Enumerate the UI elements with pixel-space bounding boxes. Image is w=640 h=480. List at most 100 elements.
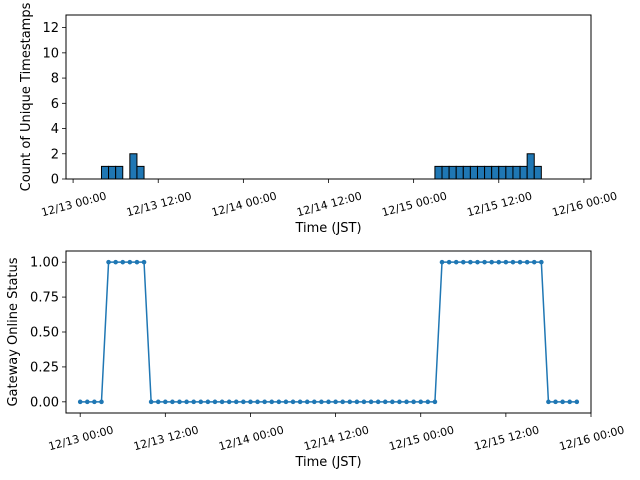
- status-point: [354, 399, 360, 405]
- status-point: [517, 259, 523, 265]
- y-tick-label: 0.75: [30, 291, 59, 306]
- x-tick-label: 12/16 00:00: [551, 189, 619, 219]
- x-tick-label: 12/15 00:00: [388, 423, 456, 453]
- status-point: [524, 259, 530, 265]
- status-point: [134, 259, 140, 265]
- status-point: [567, 399, 573, 405]
- y-tick-label: 10: [42, 46, 59, 61]
- status-point: [219, 399, 225, 405]
- x-tick-label: 12/16 00:00: [558, 423, 626, 453]
- status-point: [120, 259, 126, 265]
- status-point: [241, 399, 246, 405]
- y-tick-label: 6: [51, 97, 59, 112]
- status-point: [212, 399, 218, 405]
- y-tick-label: 8: [51, 72, 59, 87]
- status-point: [475, 259, 480, 265]
- status-point: [233, 399, 239, 405]
- status-point: [539, 259, 544, 265]
- status-point: [84, 399, 90, 405]
- status-point: [560, 399, 565, 405]
- x-tick-label: 12/13 00:00: [40, 189, 108, 219]
- histogram-bar: [476, 165, 486, 180]
- status-point: [404, 399, 409, 405]
- status-point: [155, 399, 161, 405]
- status-point: [127, 259, 133, 265]
- status-point: [255, 399, 260, 405]
- x-tick-label: 12/13 00:00: [47, 423, 115, 453]
- status-point: [390, 399, 395, 405]
- status-xlabel: Time (JST): [294, 455, 361, 470]
- status-point: [269, 399, 275, 405]
- status-point: [276, 399, 282, 405]
- status-point: [553, 399, 558, 405]
- status-point: [141, 259, 147, 265]
- y-tick-label: 12: [42, 21, 59, 36]
- status-ylabel: Gateway Online Status: [6, 257, 21, 406]
- status-point: [397, 399, 402, 405]
- status-point: [297, 399, 303, 405]
- status-point: [170, 399, 175, 405]
- status-point: [106, 259, 111, 265]
- histogram-bar: [129, 153, 138, 180]
- histogram-bar: [108, 165, 117, 180]
- status-point: [99, 399, 104, 405]
- status-point: [191, 399, 197, 405]
- status-point: [439, 259, 445, 265]
- histogram-y-ticks: 0 2 4 6 8 10 12: [42, 21, 66, 188]
- status-point: [148, 399, 154, 405]
- status-point: [312, 399, 317, 405]
- y-tick-label: 0: [51, 173, 59, 188]
- status-point: [503, 259, 509, 265]
- status-point: [333, 399, 338, 405]
- histogram-chart: 0 2 4 6 8 10 12 12/13 00:00 12/13 12:00 12/14 00…: [19, 2, 619, 236]
- status-point: [368, 399, 374, 405]
- status-point: [283, 399, 289, 405]
- histogram-bar: [526, 153, 535, 180]
- y-tick-label: 0.25: [30, 360, 59, 375]
- status-point: [262, 399, 267, 405]
- status-point: [177, 399, 182, 405]
- y-tick-label: 0.50: [30, 326, 59, 341]
- x-tick-label: 12/13 12:00: [132, 423, 200, 453]
- x-tick-label: 12/13 12:00: [125, 189, 193, 219]
- histogram-bar: [455, 165, 464, 180]
- histogram-bar: [441, 165, 450, 180]
- status-point: [290, 399, 296, 405]
- status-point: [226, 399, 232, 405]
- status-y-ticks: 0.00 0.25 0.50 0.75 1.00: [30, 256, 66, 410]
- status-point: [163, 399, 168, 405]
- status-point: [496, 259, 502, 265]
- y-tick-label: 1.00: [30, 256, 59, 271]
- status-point: [418, 399, 424, 405]
- status-point: [432, 399, 438, 405]
- histogram-bar: [115, 165, 124, 180]
- status-point: [205, 399, 211, 405]
- histogram-bar: [505, 165, 514, 180]
- x-tick-label: 12/15 12:00: [466, 189, 534, 219]
- histogram-bar: [512, 165, 521, 180]
- status-line-chart: 0.00 0.25 0.50 0.75 1.00 12/13 00:00 12/13 12…: [6, 250, 626, 470]
- x-tick-label: 12/14 12:00: [295, 189, 363, 219]
- status-point: [468, 259, 473, 265]
- status-point: [198, 399, 204, 405]
- histogram-bar: [448, 165, 457, 180]
- status-point: [574, 399, 580, 405]
- status-line: [80, 261, 577, 403]
- status-point: [510, 259, 516, 265]
- status-point: [248, 399, 253, 405]
- x-tick-label: 12/14 00:00: [217, 423, 285, 453]
- histogram-bar: [519, 165, 528, 180]
- status-point: [375, 399, 381, 405]
- histogram-bar: [100, 165, 110, 180]
- histogram-xlabel: Time (JST): [294, 221, 361, 236]
- status-point: [319, 399, 324, 405]
- status-point: [340, 399, 345, 405]
- y-tick-label: 0.00: [30, 395, 59, 410]
- status-point: [113, 259, 118, 265]
- status-point: [411, 399, 416, 405]
- status-point: [347, 399, 353, 405]
- status-point: [326, 399, 331, 405]
- status-point: [77, 399, 83, 405]
- status-point: [546, 399, 551, 405]
